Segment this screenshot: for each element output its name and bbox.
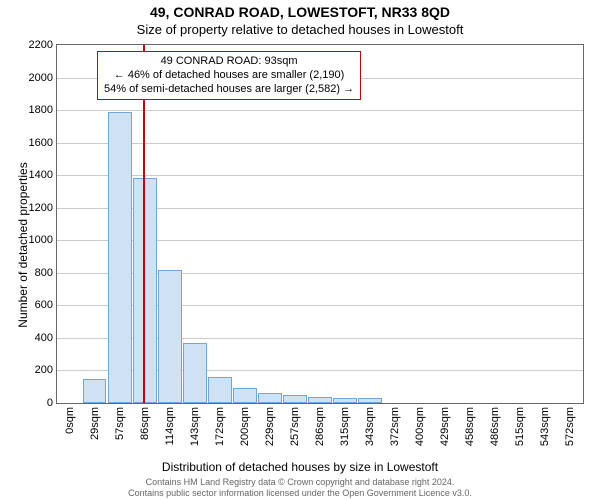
histogram-bar [183,343,207,403]
x-tick-label: 372sqm [389,407,401,446]
x-tick-label: 486sqm [489,407,501,446]
chart-title-line1: 49, CONRAD ROAD, LOWESTOFT, NR33 8QD [0,4,600,20]
histogram-bar [258,393,282,403]
y-tick-label: 1400 [29,169,53,181]
histogram-bar [133,178,157,403]
x-tick-label: 515sqm [514,407,526,446]
histogram-bar [158,270,182,403]
y-tick-label: 600 [35,299,53,311]
annotation-line1: 49 CONRAD ROAD: 93sqm [161,55,298,67]
x-tick-label: 400sqm [414,407,426,446]
x-tick-label: 86sqm [139,407,151,440]
y-tick-label: 2200 [29,39,53,51]
x-tick-label: 57sqm [114,407,126,440]
x-tick-label: 315sqm [339,407,351,446]
y-tick-label: 1800 [29,104,53,116]
annotation-line3: 54% of semi-detached houses are larger (… [104,83,354,95]
annotation-line2: ← 46% of detached houses are smaller (2,… [114,69,345,81]
gridline [57,143,583,144]
histogram-bar [208,377,232,403]
x-tick-label: 286sqm [314,407,326,446]
x-tick-label: 572sqm [564,407,576,446]
x-tick-label: 229sqm [264,407,276,446]
plot-area: 0200400600800100012001400160018002000220… [56,44,584,404]
footer-line2: Contains public sector information licen… [128,488,472,498]
gridline [57,175,583,176]
x-axis-label: Distribution of detached houses by size … [0,460,600,474]
histogram-bar [308,397,332,404]
y-tick-label: 0 [47,397,53,409]
chart-root: 49, CONRAD ROAD, LOWESTOFT, NR33 8QD Siz… [0,0,600,500]
x-tick-label: 172sqm [214,407,226,446]
y-tick-label: 2000 [29,72,53,84]
histogram-bar [333,398,357,403]
histogram-bar [283,395,307,403]
histogram-bar [358,398,382,403]
histogram-bar [108,112,132,403]
y-tick-label: 200 [35,364,53,376]
chart-title-line2: Size of property relative to detached ho… [0,22,600,37]
x-tick-label: 458sqm [464,407,476,446]
y-tick-label: 1200 [29,202,53,214]
x-tick-label: 543sqm [539,407,551,446]
gridline [57,110,583,111]
y-tick-label: 400 [35,332,53,344]
x-tick-label: 114sqm [164,407,176,445]
x-tick-label: 200sqm [239,407,251,446]
x-tick-label: 143sqm [189,407,201,446]
x-tick-label: 0sqm [64,407,76,434]
histogram-bar [83,379,107,403]
property-annotation: 49 CONRAD ROAD: 93sqm ← 46% of detached h… [97,51,361,100]
chart-footer: Contains HM Land Registry data © Crown c… [0,477,600,498]
y-tick-label: 1000 [29,234,53,246]
x-tick-label: 29sqm [89,407,101,440]
x-tick-label: 257sqm [289,407,301,446]
x-tick-label: 343sqm [364,407,376,446]
x-tick-label: 429sqm [439,407,451,446]
histogram-bar [233,388,257,403]
y-tick-label: 1600 [29,137,53,149]
footer-line1: Contains HM Land Registry data © Crown c… [146,477,455,487]
y-tick-label: 800 [35,267,53,279]
